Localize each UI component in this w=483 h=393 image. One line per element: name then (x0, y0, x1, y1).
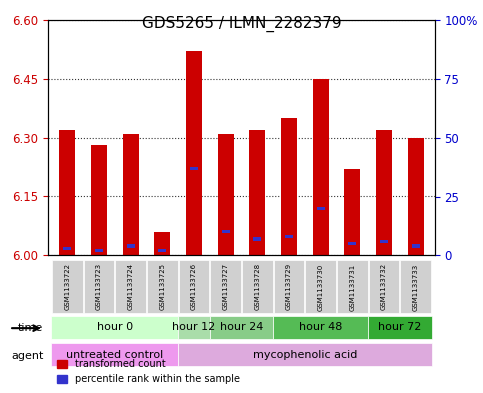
Text: hour 24: hour 24 (220, 322, 263, 332)
Text: agent: agent (11, 351, 43, 361)
Bar (222, 230, 229, 233)
Bar (348, 242, 356, 245)
FancyBboxPatch shape (147, 261, 178, 313)
Text: hour 72: hour 72 (378, 322, 422, 332)
Text: time: time (18, 323, 43, 333)
Bar (95, 249, 103, 252)
Text: GSM1133729: GSM1133729 (286, 263, 292, 310)
Text: GDS5265 / ILMN_2282379: GDS5265 / ILMN_2282379 (142, 16, 341, 32)
Text: GSM1133723: GSM1133723 (96, 263, 102, 310)
Bar (249, 130, 265, 255)
FancyBboxPatch shape (84, 261, 114, 313)
Bar (281, 118, 297, 255)
Text: GSM1133724: GSM1133724 (128, 263, 134, 310)
Bar (210, 316, 273, 339)
Bar (178, 343, 431, 366)
Bar (52, 316, 178, 339)
Bar (368, 316, 431, 339)
Bar (376, 130, 392, 255)
FancyBboxPatch shape (274, 261, 304, 313)
Text: GSM1133726: GSM1133726 (191, 263, 197, 310)
Text: GSM1133732: GSM1133732 (381, 263, 387, 310)
Text: hour 48: hour 48 (299, 322, 342, 332)
FancyBboxPatch shape (211, 261, 241, 313)
FancyBboxPatch shape (400, 261, 431, 313)
Bar (186, 51, 202, 255)
Bar (123, 134, 139, 255)
Text: GSM1133731: GSM1133731 (349, 263, 355, 310)
FancyBboxPatch shape (115, 261, 146, 313)
Bar (52, 343, 178, 366)
Text: GSM1133727: GSM1133727 (223, 263, 228, 310)
Bar (408, 138, 424, 255)
Bar (380, 240, 388, 243)
Text: GSM1133725: GSM1133725 (159, 263, 165, 310)
Bar (273, 316, 368, 339)
Bar (190, 167, 198, 170)
Bar (127, 244, 135, 248)
Text: hour 0: hour 0 (97, 322, 133, 332)
Bar (178, 316, 210, 339)
FancyBboxPatch shape (242, 261, 272, 313)
Text: GSM1133722: GSM1133722 (64, 263, 71, 310)
Bar (285, 235, 293, 238)
Text: GSM1133728: GSM1133728 (255, 263, 260, 310)
Legend: transformed count, percentile rank within the sample: transformed count, percentile rank withi… (53, 356, 243, 388)
Text: GSM1133733: GSM1133733 (412, 263, 419, 310)
FancyBboxPatch shape (305, 261, 336, 313)
Bar (317, 207, 325, 210)
Bar (254, 237, 261, 241)
Bar (313, 79, 328, 255)
Bar (59, 130, 75, 255)
Bar (158, 249, 166, 252)
Bar (412, 244, 420, 248)
Bar (344, 169, 360, 255)
FancyBboxPatch shape (52, 261, 83, 313)
Bar (218, 134, 234, 255)
Text: GSM1133730: GSM1133730 (318, 263, 324, 310)
Bar (63, 247, 71, 250)
Text: hour 12: hour 12 (172, 322, 215, 332)
FancyBboxPatch shape (179, 261, 209, 313)
FancyBboxPatch shape (369, 261, 399, 313)
Bar (91, 145, 107, 255)
Bar (155, 232, 170, 255)
Text: untreated control: untreated control (66, 350, 163, 360)
FancyBboxPatch shape (337, 261, 368, 313)
Text: mycophenolic acid: mycophenolic acid (253, 350, 357, 360)
